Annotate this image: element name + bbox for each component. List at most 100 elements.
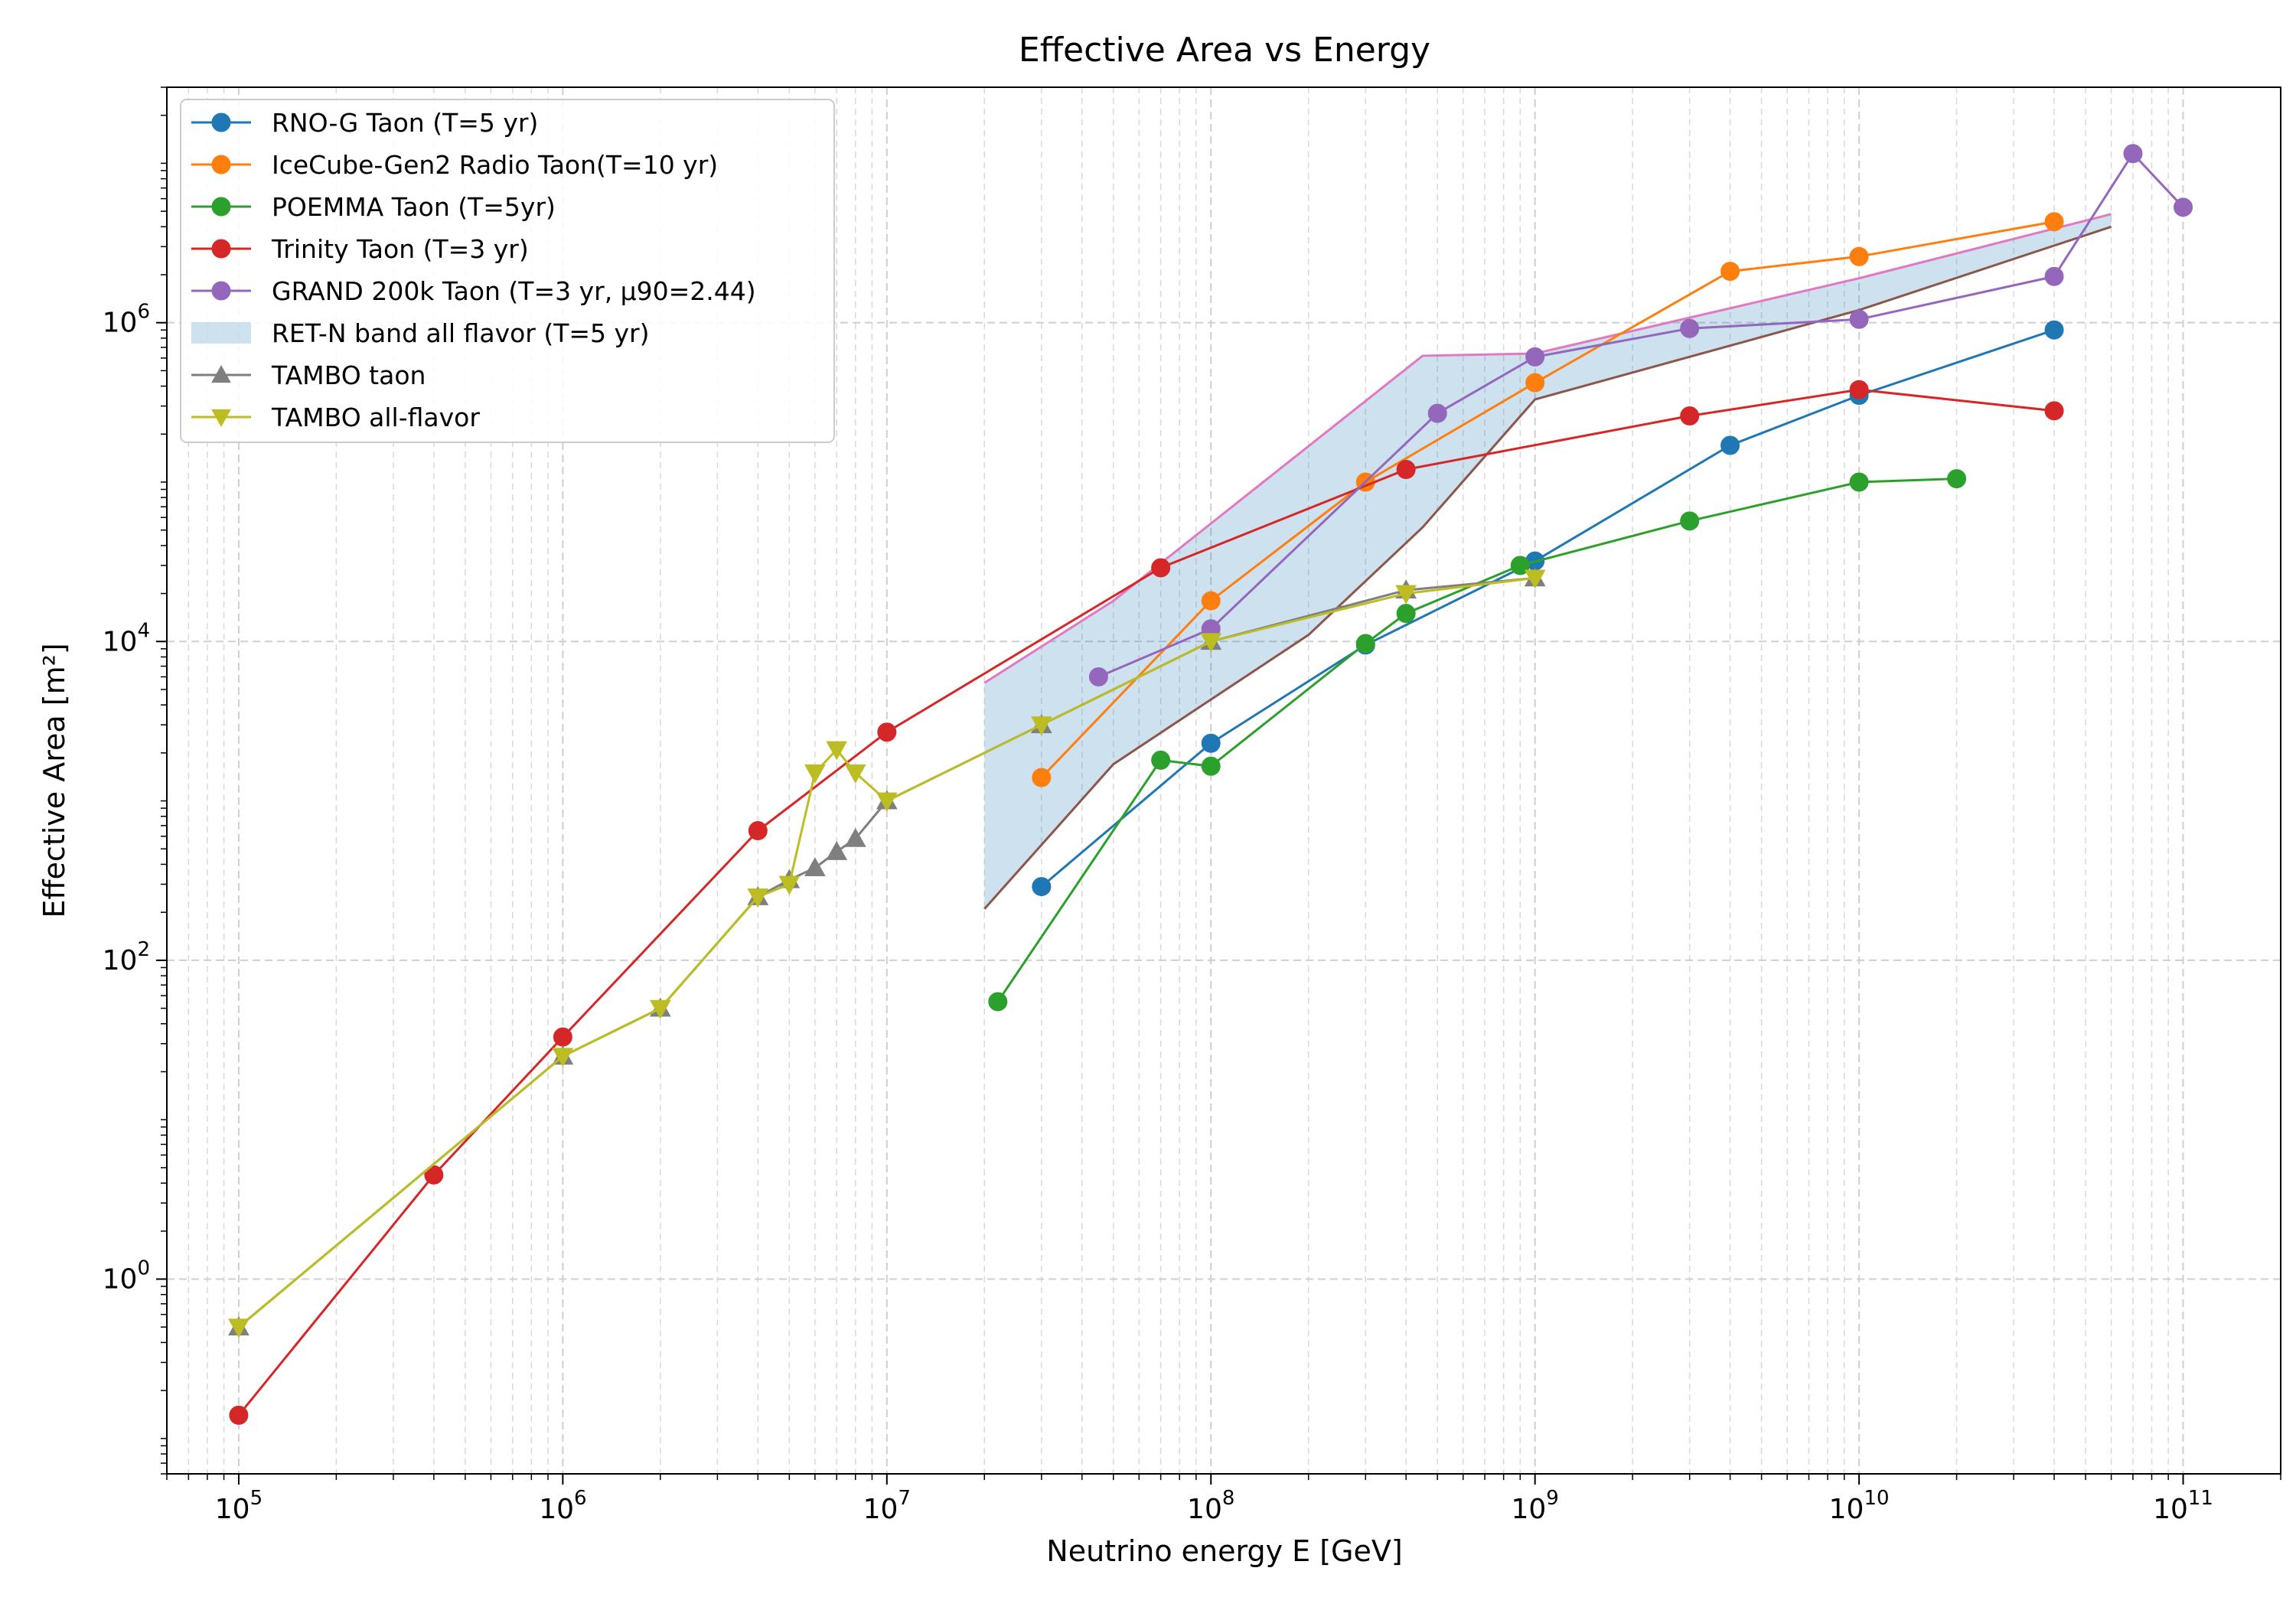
major-gridlines [167,87,2281,1474]
data-point [877,722,897,742]
y-tick-label-exponent: 6 [137,301,150,324]
x-tick-label-base: 10 [1511,1494,1546,1525]
x-tick-label-base: 10 [1187,1494,1222,1525]
data-point [1201,591,1221,611]
y-tick-label-exponent: 4 [137,619,150,642]
legend-entry: POEMMA Taon (T=5yr) [191,192,556,222]
data-point [1030,716,1052,736]
chart-title: Effective Area vs Energy [1019,31,1430,70]
data-point [211,364,231,383]
data-point [1680,511,1700,531]
x-tick-label-exponent: 7 [898,1487,911,1510]
legend-entry: IceCube-Gen2 Radio Taon(T=10 yr) [191,150,718,180]
band-upper-line [983,213,2112,684]
data-point [211,281,231,301]
data-point [876,792,898,812]
y-tick-label-base: 10 [103,945,138,976]
data-point [1849,309,1869,329]
x-axis-label: Neutrino energy E [GeV] [1046,1534,1402,1568]
data-point [211,155,231,174]
legend-entry: GRAND 200k Taon (T=3 yr, μ90=2.44) [191,276,756,306]
data-point [2174,197,2193,217]
legend-entry: Trinity Taon (T=3 yr) [191,234,529,264]
data-point [1427,403,1447,423]
series-icecube-gen2 [1032,212,2064,787]
x-tick-label-exponent: 8 [1222,1487,1235,1510]
x-tick-label-base: 10 [215,1494,250,1525]
legend-label: RNO-G Taon (T=5 yr) [272,108,538,138]
data-point [826,741,848,761]
x-tick-label: 106 [539,1487,586,1525]
legend-entry: RET-N band all flavor (T=5 yr) [191,318,650,348]
series-lines [228,144,2193,1425]
data-point [1680,318,1700,338]
x-tick-label-exponent: 10 [1864,1487,1889,1510]
y-tick-label: 106 [103,301,150,339]
data-point [2044,212,2064,232]
x-tick-label-exponent: 11 [2188,1487,2213,1510]
data-point [1849,246,1869,266]
data-point [211,112,231,132]
data-point [424,1165,444,1185]
legend-entry: RNO-G Taon (T=5 yr) [191,108,538,138]
series-line [237,388,2055,1416]
data-point [1849,380,1869,399]
x-axis-ticks: 105 106 107 108 109 1010 1011 [166,1474,2281,1525]
legend: RNO-G Taon (T=5 yr) IceCube-Gen2 Radio Ta… [180,99,835,443]
x-tick-label: 108 [1187,1487,1234,1525]
data-point [1720,435,1740,455]
legend-entry: TAMBO all-flavor [191,403,480,432]
band-fill [984,214,2112,909]
data-point [2044,266,2064,286]
x-tick-label-exponent: 6 [574,1487,587,1510]
data-point [1032,768,1052,787]
data-point [1720,262,1740,282]
legend-label: TAMBO all-flavor [271,403,480,432]
data-point [826,840,848,860]
legend-label: TAMBO taon [271,360,426,390]
data-point [1947,469,1967,489]
legend-label: IceCube-Gen2 Radio Taon(T=10 yr) [272,150,718,180]
data-point [748,821,768,841]
data-point [1200,633,1222,653]
data-point [1395,585,1417,605]
data-point [804,764,826,784]
data-point [2044,401,2064,421]
data-point [2044,320,2064,340]
x-tick-label: 105 [215,1487,263,1525]
data-point [553,1027,572,1047]
x-tick-label: 107 [863,1487,911,1525]
data-point [1524,569,1546,589]
x-tick-label-exponent: 9 [1546,1487,1559,1510]
series-tambo [228,569,1546,1338]
data-point [229,1405,249,1425]
data-point [988,992,1008,1012]
series-trinity [229,380,2064,1425]
data-point [804,857,826,877]
y-tick-label: 100 [103,1257,150,1295]
data-point [1151,750,1171,770]
data-point [1525,347,1545,367]
legend-label: GRAND 200k Taon (T=3 yr, μ90=2.44) [272,276,756,306]
data-point [552,1048,574,1068]
data-point [747,888,769,908]
data-point [1849,472,1869,492]
data-point [1201,756,1221,776]
y-tick-label-exponent: 2 [137,938,150,961]
data-point [1201,733,1221,753]
x-tick-label-base: 10 [539,1494,574,1525]
legend-swatch [191,322,251,344]
y-tick-label-base: 10 [103,1263,138,1295]
y-tick-label-base: 10 [103,626,138,657]
data-point [211,197,231,217]
series-poemma [988,469,1967,1012]
data-point [844,764,866,784]
y-tick-label-base: 10 [103,308,138,339]
y-tick-label: 104 [103,619,150,657]
x-tick-label-base: 10 [1829,1494,1864,1525]
legend-entry: TAMBO taon [191,360,426,390]
data-point [649,999,671,1019]
